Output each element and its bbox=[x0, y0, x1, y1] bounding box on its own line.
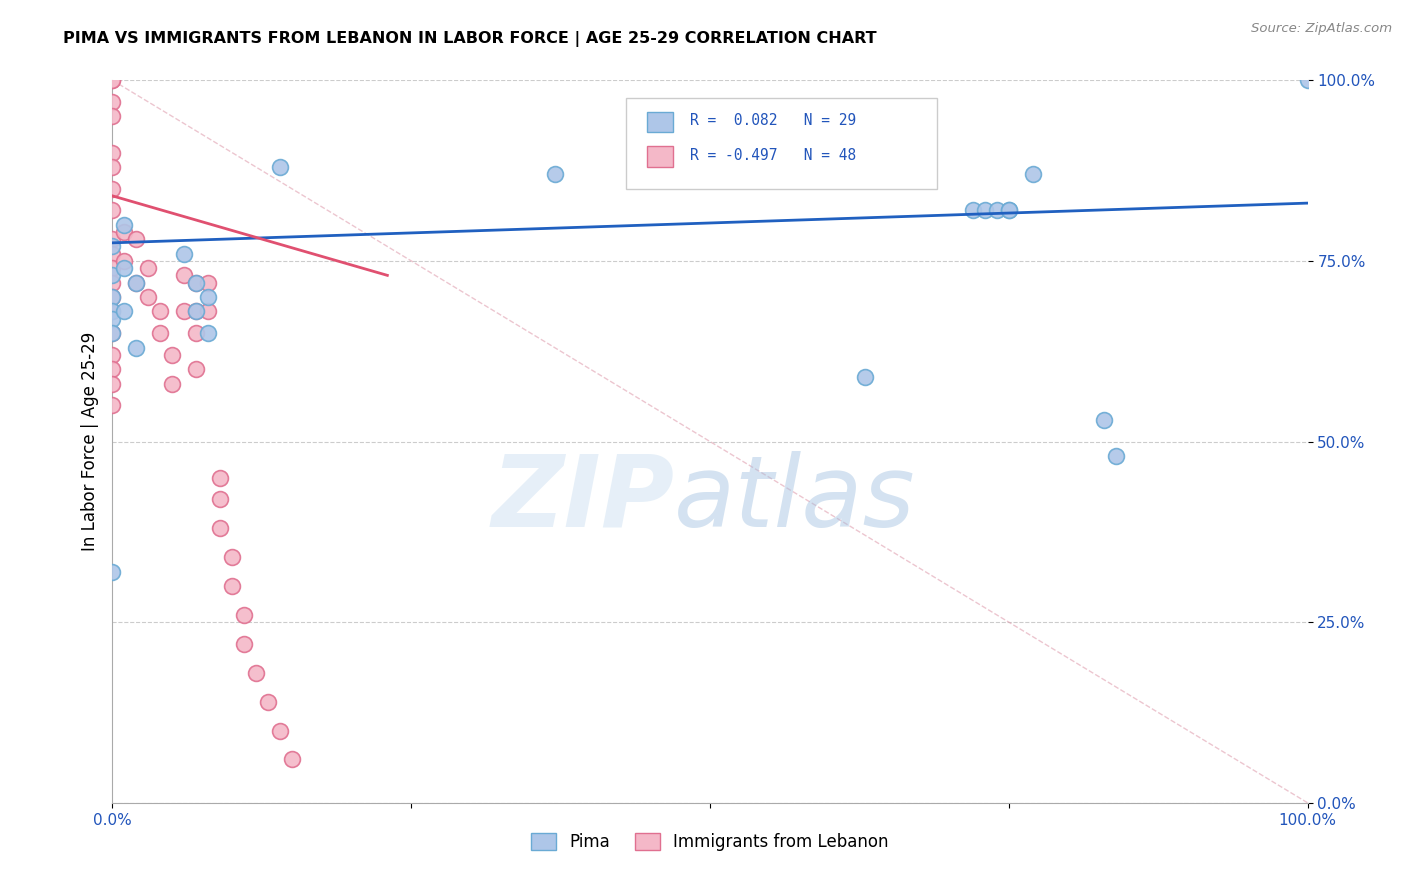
Point bbox=[162, 376, 183, 391]
Point bbox=[1105, 449, 1128, 463]
Point bbox=[125, 341, 148, 355]
Legend: Pima, Immigrants from Lebanon: Pima, Immigrants from Lebanon bbox=[523, 825, 897, 860]
Point bbox=[101, 304, 124, 318]
Text: atlas: atlas bbox=[675, 450, 915, 548]
Point bbox=[101, 326, 124, 340]
Point bbox=[101, 348, 124, 362]
Point bbox=[101, 110, 124, 124]
Text: ZIP: ZIP bbox=[491, 450, 675, 548]
Point bbox=[173, 304, 195, 318]
Point bbox=[101, 160, 124, 174]
Point bbox=[138, 290, 160, 304]
Point bbox=[1094, 413, 1116, 427]
Point bbox=[197, 304, 219, 318]
Text: Source: ZipAtlas.com: Source: ZipAtlas.com bbox=[1251, 22, 1392, 36]
Point bbox=[101, 376, 124, 391]
Point bbox=[101, 304, 124, 318]
Point bbox=[101, 276, 124, 290]
Point bbox=[101, 268, 124, 283]
Point bbox=[986, 203, 1008, 218]
Point bbox=[186, 276, 208, 290]
Point bbox=[186, 304, 208, 318]
Point bbox=[125, 232, 148, 246]
Point bbox=[101, 398, 124, 412]
Point bbox=[101, 246, 124, 260]
Point bbox=[998, 203, 1021, 218]
Point bbox=[281, 752, 304, 766]
Point bbox=[269, 160, 291, 174]
Point bbox=[209, 521, 232, 535]
Point bbox=[543, 167, 565, 181]
Point bbox=[101, 311, 124, 326]
Point bbox=[1022, 167, 1045, 181]
Point bbox=[101, 290, 124, 304]
Text: R =  0.082   N = 29: R = 0.082 N = 29 bbox=[690, 113, 856, 128]
Point bbox=[221, 579, 243, 593]
Point bbox=[101, 565, 124, 579]
Point bbox=[138, 261, 160, 276]
Point bbox=[974, 203, 997, 218]
Bar bbox=[647, 146, 673, 167]
Point bbox=[101, 73, 124, 87]
Point bbox=[101, 95, 124, 109]
Point bbox=[269, 723, 291, 738]
Point bbox=[114, 218, 135, 232]
Point bbox=[186, 276, 208, 290]
Point bbox=[101, 239, 124, 253]
Point bbox=[209, 470, 232, 484]
Point bbox=[186, 304, 208, 318]
Point bbox=[197, 326, 219, 340]
Point bbox=[855, 369, 877, 384]
Bar bbox=[647, 112, 673, 132]
Point bbox=[173, 268, 195, 283]
Point bbox=[101, 261, 124, 276]
Point bbox=[125, 276, 148, 290]
Point bbox=[101, 232, 124, 246]
Point bbox=[101, 290, 124, 304]
Point bbox=[114, 304, 135, 318]
Point bbox=[149, 326, 172, 340]
Point bbox=[101, 182, 124, 196]
Point bbox=[114, 225, 135, 239]
Point bbox=[173, 246, 195, 260]
FancyBboxPatch shape bbox=[627, 98, 938, 189]
Point bbox=[998, 203, 1021, 218]
Point bbox=[114, 261, 135, 276]
Point bbox=[101, 73, 124, 87]
Point bbox=[233, 637, 256, 651]
Point bbox=[962, 203, 984, 218]
Point bbox=[101, 145, 124, 160]
Text: PIMA VS IMMIGRANTS FROM LEBANON IN LABOR FORCE | AGE 25-29 CORRELATION CHART: PIMA VS IMMIGRANTS FROM LEBANON IN LABOR… bbox=[63, 31, 877, 47]
Point bbox=[114, 253, 135, 268]
Point bbox=[101, 203, 124, 218]
Point bbox=[221, 550, 243, 565]
Point bbox=[257, 695, 280, 709]
Point bbox=[101, 362, 124, 376]
Point bbox=[197, 290, 219, 304]
Point bbox=[233, 607, 256, 622]
Point bbox=[186, 326, 208, 340]
Point bbox=[125, 276, 148, 290]
Point bbox=[209, 492, 232, 507]
Text: R = -0.497   N = 48: R = -0.497 N = 48 bbox=[690, 148, 856, 163]
Point bbox=[101, 326, 124, 340]
Point bbox=[245, 665, 267, 680]
Point bbox=[197, 276, 219, 290]
Point bbox=[1296, 73, 1319, 87]
Point bbox=[162, 348, 183, 362]
Point bbox=[186, 362, 208, 376]
Point bbox=[149, 304, 172, 318]
Y-axis label: In Labor Force | Age 25-29: In Labor Force | Age 25-29 bbox=[80, 332, 98, 551]
